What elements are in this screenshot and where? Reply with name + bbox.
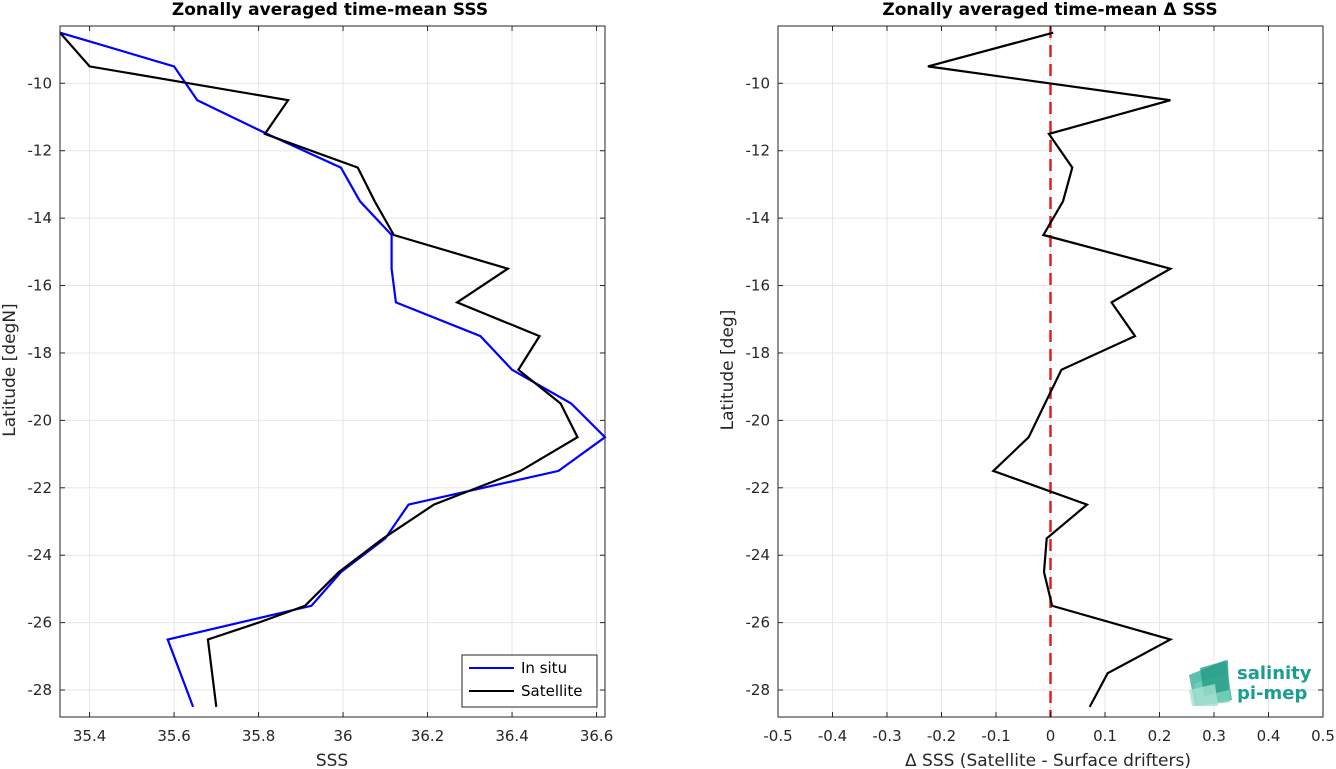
left-grid [60, 26, 605, 717]
right-y-tick-label: -16 [746, 277, 771, 295]
left-y-tick-label: -10 [28, 74, 53, 92]
left-axes-frame [59, 25, 606, 718]
right-x-tick-label: -0.3 [872, 727, 901, 745]
left-y-tick-label: -24 [28, 546, 53, 564]
left-y-tick-label: -12 [28, 142, 53, 160]
right-x-tick-label: -0.5 [763, 727, 792, 745]
left-y-tick-label: -28 [28, 681, 53, 699]
right-x-tick-label: -0.1 [981, 727, 1010, 745]
left-series-group [59, 31, 607, 708]
right-y-tick-label: -26 [746, 614, 771, 632]
salinity-pi-mep-logo: salinity pi-mep [1189, 660, 1312, 706]
right-x-tick-label: -0.4 [818, 727, 847, 745]
right-y-tick-label: -10 [746, 74, 771, 92]
left-y-tick-label: -26 [28, 614, 53, 632]
logo-text-pi-mep: pi-mep [1237, 683, 1307, 704]
right-y-tick-label: -14 [746, 209, 771, 227]
left-y-tick-label: -22 [28, 479, 53, 497]
logo-text-salinity: salinity [1237, 663, 1312, 684]
left-chart-title: Zonally averaged time-mean SSS [172, 0, 488, 20]
right-y-tick-label: -18 [746, 344, 771, 362]
right-x-tick-label: 0.3 [1202, 727, 1226, 745]
left-x-tick-label: 35.8 [242, 727, 275, 745]
right-x-tick-label: 0.4 [1257, 727, 1281, 745]
right-y-axis-label: Latitude [deg] [718, 310, 738, 431]
right-y-tick-label: -24 [746, 546, 771, 564]
left-x-axis-label: SSS [316, 751, 348, 769]
left-ticks: 35.4 35.6 35.8 36 36.2 36.4 36.6 -10 -12 -14 -16 -1… [28, 26, 613, 745]
right-chart-title: Zonally averaged time-mean Δ SSS [882, 0, 1217, 20]
right-x-tick-label: 0.1 [1093, 727, 1117, 745]
left-y-tick-label: -14 [28, 209, 53, 227]
left-panel: Zonally averaged time-mean SSS 35.4 35.6 3… [0, 0, 613, 769]
left-y-tick-label: -20 [28, 411, 53, 429]
right-panel: Zonally averaged time-mean Δ SSS -0.5 -0.… [718, 0, 1335, 769]
right-ticks: -0.5 -0.4 -0.3 -0.2 -0.1 0 0.1 0.2 0.3 0.4 0.5 -10 -… [746, 26, 1335, 745]
right-x-axis-label: Δ SSS (Satellite - Surface drifters) [905, 751, 1191, 769]
legend-label-satellite: Satellite [521, 682, 582, 700]
right-y-tick-label: -12 [746, 142, 771, 160]
left-x-tick-label: 35.4 [73, 727, 106, 745]
left-series-line-satellite [59, 31, 579, 708]
legend-label-in-situ: In situ [521, 659, 567, 677]
right-x-tick-label: 0.5 [1311, 727, 1335, 745]
right-y-tick-label: -22 [746, 479, 771, 497]
right-series-line-delta-sss [927, 31, 1174, 708]
left-x-tick-label: 36 [334, 727, 353, 745]
right-x-tick-label: 0 [1046, 727, 1056, 745]
right-series-group [927, 26, 1174, 717]
left-y-tick-label: -16 [28, 277, 53, 295]
logo-mark-icon [1189, 660, 1232, 706]
right-y-tick-label: -28 [746, 681, 771, 699]
left-y-tick-label: -18 [28, 344, 53, 362]
left-x-tick-label: 36.6 [580, 727, 613, 745]
left-x-tick-label: 36.4 [495, 727, 528, 745]
legend-box [461, 654, 598, 708]
left-series-line-in-situ [59, 31, 607, 708]
left-x-tick-label: 35.6 [157, 727, 190, 745]
right-y-tick-label: -20 [746, 411, 771, 429]
right-x-tick-label: 0.2 [1148, 727, 1172, 745]
legend: In situ Satellite [461, 654, 598, 708]
right-x-tick-label: -0.2 [927, 727, 956, 745]
left-x-tick-label: 36.2 [411, 727, 444, 745]
left-y-axis-label: Latitude [degN] [0, 303, 20, 436]
